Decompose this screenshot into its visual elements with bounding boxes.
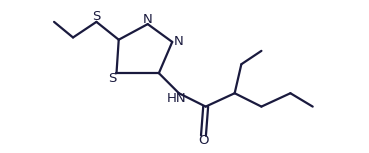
Text: O: O	[198, 134, 209, 147]
Text: S: S	[108, 72, 116, 85]
Text: N: N	[173, 35, 183, 49]
Text: HN: HN	[167, 92, 186, 105]
Text: S: S	[92, 10, 100, 23]
Text: N: N	[143, 13, 153, 26]
